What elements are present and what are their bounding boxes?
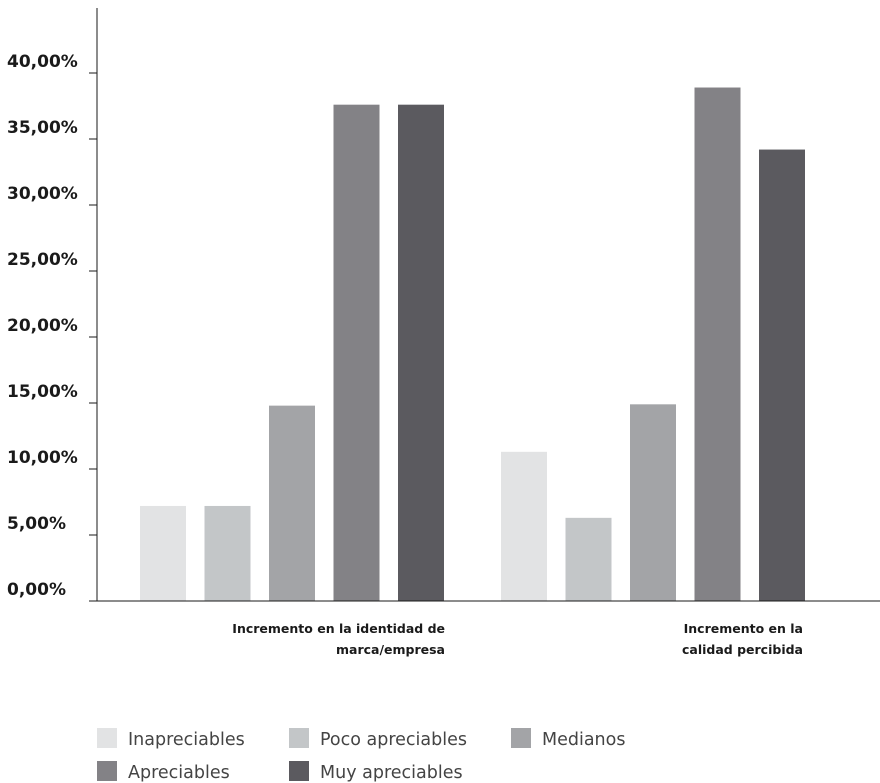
bar-inapreciables-1 xyxy=(140,505,186,601)
legend-swatch-muy-apreciables xyxy=(289,761,309,781)
y-tick-label: 35,00% xyxy=(7,118,78,138)
bar-apreciables-2 xyxy=(694,87,741,601)
y-axis-ticks: 0,00% 5,00% 10,00% 15,00% 20,00% 25,00% 30,00%… xyxy=(7,52,97,602)
y-tick-label: 30,00% xyxy=(7,184,78,204)
legend: Inapreciables Poco apreciables Medianos Apr… xyxy=(97,728,625,783)
bar-muy-apreciables-1 xyxy=(398,104,444,602)
bar-muy-apreciables-2 xyxy=(759,149,805,601)
y-tick-label: 25,00% xyxy=(7,250,78,270)
bar-medianos-1 xyxy=(269,405,315,601)
legend-swatch-poco-apreciables xyxy=(289,728,309,748)
category-label-1-line-1: Incremento en la identidad de xyxy=(232,621,445,636)
legend-label-inapreciables: Inapreciables xyxy=(128,730,245,750)
legend-swatch-inapreciables xyxy=(97,728,117,748)
bar-apreciables-1 xyxy=(333,104,380,602)
category-label-2-line-2: calidad percibida xyxy=(682,642,803,657)
bar-inapreciables-2 xyxy=(501,451,547,601)
legend-label-medianos: Medianos xyxy=(542,730,625,750)
category-label-2-line-1: Incremento en la xyxy=(684,621,803,636)
legend-label-poco-apreciables: Poco apreciables xyxy=(320,730,467,750)
legend-label-muy-apreciables: Muy apreciables xyxy=(320,763,463,783)
bar-poco-apreciables-2 xyxy=(565,517,612,601)
bars xyxy=(140,87,805,602)
y-tick-label: 40,00% xyxy=(7,52,78,72)
legend-swatch-apreciables xyxy=(97,761,117,781)
legend-label-apreciables: Apreciables xyxy=(128,763,230,783)
y-tick-label: 20,00% xyxy=(7,316,78,336)
category-label-1-line-2: marca/empresa xyxy=(336,642,445,657)
y-tick-label: 0,00% xyxy=(7,580,66,600)
y-tick-label: 5,00% xyxy=(7,514,66,534)
category-labels: Incremento en la identidad de marca/empre… xyxy=(232,621,803,657)
bar-poco-apreciables-1 xyxy=(204,505,251,601)
y-tick-label: 10,00% xyxy=(7,448,78,468)
bar-medianos-2 xyxy=(630,404,676,601)
y-tick-label: 15,00% xyxy=(7,382,78,402)
legend-swatch-medianos xyxy=(511,728,531,748)
